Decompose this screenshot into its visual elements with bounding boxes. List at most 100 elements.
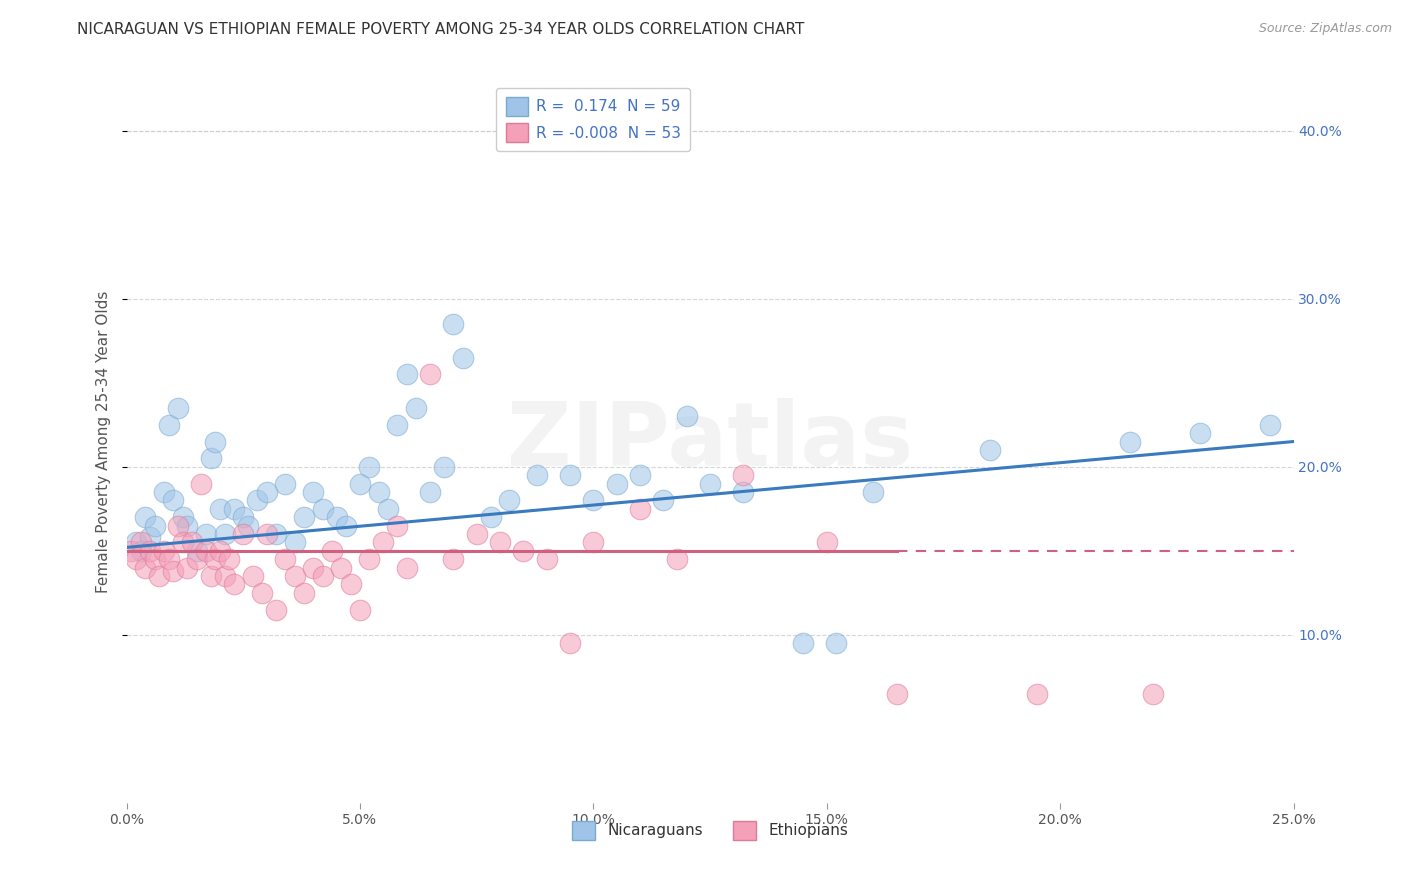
- Point: [218, 552, 240, 566]
- Point: [302, 560, 325, 574]
- Point: [387, 518, 409, 533]
- Point: [606, 476, 628, 491]
- Point: [1025, 687, 1047, 701]
- Point: [1258, 417, 1281, 432]
- Point: [536, 552, 558, 566]
- Point: [214, 527, 236, 541]
- Text: NICARAGUAN VS ETHIOPIAN FEMALE POVERTY AMONG 25-34 YEAR OLDS CORRELATION CHART: NICARAGUAN VS ETHIOPIAN FEMALE POVERTY A…: [77, 22, 804, 37]
- Point: [190, 476, 212, 491]
- Point: [256, 485, 278, 500]
- Point: [134, 510, 156, 524]
- Point: [419, 368, 441, 382]
- Point: [979, 442, 1001, 457]
- Point: [815, 535, 838, 549]
- Point: [311, 501, 333, 516]
- Point: [373, 535, 395, 549]
- Point: [339, 577, 361, 591]
- Point: [302, 485, 325, 500]
- Point: [479, 510, 502, 524]
- Point: [180, 535, 202, 549]
- Point: [208, 501, 231, 516]
- Point: [498, 493, 520, 508]
- Point: [167, 518, 190, 533]
- Point: [143, 552, 166, 566]
- Point: [441, 317, 464, 331]
- Point: [186, 552, 208, 566]
- Point: [157, 417, 180, 432]
- Point: [139, 543, 162, 558]
- Point: [465, 527, 488, 541]
- Point: [292, 586, 315, 600]
- Point: [250, 586, 273, 600]
- Legend: Nicaraguans, Ethiopians: Nicaraguans, Ethiopians: [565, 815, 855, 846]
- Point: [558, 468, 581, 483]
- Point: [200, 569, 222, 583]
- Point: [731, 468, 754, 483]
- Point: [264, 527, 287, 541]
- Text: ZIPatlas: ZIPatlas: [508, 398, 912, 485]
- Point: [359, 459, 381, 474]
- Point: [214, 569, 236, 583]
- Point: [242, 569, 264, 583]
- Point: [157, 552, 180, 566]
- Point: [311, 569, 333, 583]
- Point: [222, 577, 245, 591]
- Point: [526, 468, 548, 483]
- Point: [153, 485, 176, 500]
- Point: [232, 510, 254, 524]
- Point: [186, 543, 208, 558]
- Point: [731, 485, 754, 500]
- Point: [148, 569, 170, 583]
- Point: [489, 535, 512, 549]
- Point: [792, 636, 814, 650]
- Point: [208, 543, 231, 558]
- Point: [387, 417, 409, 432]
- Point: [652, 493, 675, 508]
- Point: [582, 535, 605, 549]
- Point: [1119, 434, 1142, 449]
- Point: [134, 560, 156, 574]
- Point: [284, 569, 307, 583]
- Y-axis label: Female Poverty Among 25-34 Year Olds: Female Poverty Among 25-34 Year Olds: [96, 291, 111, 592]
- Point: [176, 560, 198, 574]
- Point: [321, 543, 343, 558]
- Point: [222, 501, 245, 516]
- Point: [558, 636, 581, 650]
- Point: [274, 476, 297, 491]
- Point: [395, 368, 418, 382]
- Point: [675, 409, 697, 424]
- Point: [125, 552, 148, 566]
- Point: [256, 527, 278, 541]
- Point: [433, 459, 456, 474]
- Point: [139, 530, 162, 544]
- Text: Source: ZipAtlas.com: Source: ZipAtlas.com: [1258, 22, 1392, 36]
- Point: [162, 564, 184, 578]
- Point: [204, 434, 226, 449]
- Point: [451, 351, 474, 365]
- Point: [172, 535, 194, 549]
- Point: [172, 510, 194, 524]
- Point: [176, 518, 198, 533]
- Point: [886, 687, 908, 701]
- Point: [194, 543, 217, 558]
- Point: [143, 518, 166, 533]
- Point: [292, 510, 315, 524]
- Point: [232, 527, 254, 541]
- Point: [349, 602, 371, 616]
- Point: [628, 468, 651, 483]
- Point: [1142, 687, 1164, 701]
- Point: [349, 476, 371, 491]
- Point: [377, 501, 399, 516]
- Point: [162, 493, 184, 508]
- Point: [330, 560, 353, 574]
- Point: [419, 485, 441, 500]
- Point: [699, 476, 721, 491]
- Point: [274, 552, 297, 566]
- Point: [359, 552, 381, 566]
- Point: [264, 602, 287, 616]
- Point: [204, 552, 226, 566]
- Point: [862, 485, 884, 500]
- Point: [194, 527, 217, 541]
- Point: [666, 552, 689, 566]
- Point: [200, 451, 222, 466]
